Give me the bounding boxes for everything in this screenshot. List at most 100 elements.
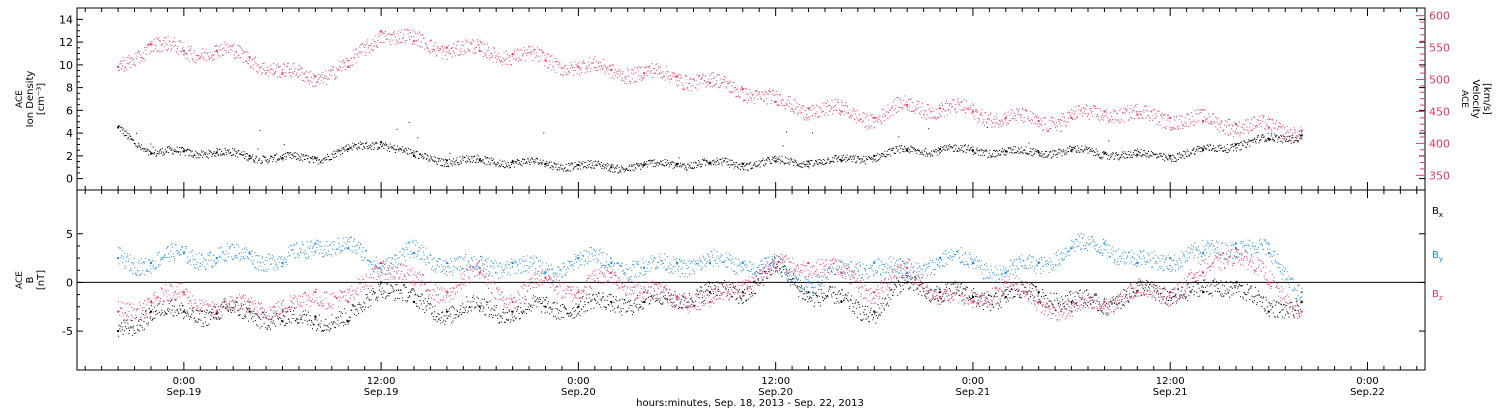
data-point bbox=[1049, 151, 1051, 153]
data-point bbox=[1218, 146, 1220, 148]
data-point bbox=[690, 162, 692, 164]
data-point bbox=[584, 166, 586, 168]
data-point bbox=[504, 58, 506, 60]
data-point bbox=[599, 69, 601, 71]
data-point bbox=[950, 146, 952, 148]
data-point bbox=[532, 295, 534, 297]
data-point bbox=[174, 41, 176, 43]
data-point bbox=[246, 62, 248, 64]
data-point bbox=[616, 77, 618, 79]
data-point bbox=[824, 102, 826, 104]
data-point bbox=[439, 318, 441, 320]
data-point bbox=[127, 137, 129, 139]
data-point bbox=[711, 162, 713, 164]
data-point bbox=[422, 308, 424, 310]
data-point bbox=[832, 107, 834, 109]
data-point bbox=[368, 52, 370, 54]
data-point bbox=[1148, 115, 1150, 117]
data-point bbox=[772, 157, 774, 159]
data-point bbox=[975, 109, 977, 111]
data-point bbox=[1187, 126, 1189, 128]
data-point bbox=[1020, 117, 1022, 119]
data-point bbox=[1142, 109, 1144, 111]
data-point bbox=[1143, 105, 1145, 107]
data-point bbox=[1076, 115, 1078, 117]
data-point bbox=[460, 163, 462, 165]
data-point bbox=[261, 326, 263, 328]
data-point bbox=[157, 50, 159, 52]
data-point bbox=[912, 110, 914, 112]
data-point bbox=[996, 117, 998, 119]
data-point bbox=[1036, 149, 1038, 151]
data-point bbox=[1090, 150, 1092, 152]
data-point bbox=[874, 155, 876, 157]
data-point bbox=[262, 155, 264, 157]
data-point bbox=[128, 333, 130, 335]
data-point bbox=[827, 114, 829, 116]
data-point bbox=[318, 325, 320, 327]
data-point bbox=[256, 70, 258, 72]
data-point bbox=[227, 311, 229, 313]
data-point bbox=[1003, 113, 1005, 115]
data-point bbox=[965, 112, 967, 114]
data-point bbox=[413, 40, 415, 43]
data-point bbox=[1146, 152, 1148, 154]
data-point bbox=[1261, 120, 1263, 122]
data-point bbox=[543, 132, 545, 134]
data-point bbox=[403, 33, 405, 35]
data-point bbox=[985, 149, 987, 151]
data-point bbox=[1297, 135, 1299, 137]
data-point bbox=[254, 161, 256, 163]
data-point bbox=[501, 64, 503, 66]
data-point bbox=[318, 77, 320, 79]
data-point bbox=[1012, 152, 1014, 154]
data-point bbox=[797, 165, 799, 167]
data-point bbox=[280, 73, 282, 75]
data-point bbox=[840, 161, 842, 163]
data-point bbox=[840, 100, 842, 102]
data-point bbox=[506, 58, 508, 60]
data-point bbox=[202, 48, 204, 50]
data-point bbox=[1176, 153, 1178, 155]
data-point bbox=[246, 159, 248, 161]
data-point bbox=[528, 309, 530, 311]
data-point bbox=[527, 306, 529, 308]
data-point bbox=[562, 67, 564, 69]
data-point bbox=[511, 310, 514, 313]
data-point bbox=[315, 157, 317, 159]
data-point bbox=[670, 78, 672, 80]
data-point bbox=[895, 146, 897, 148]
data-point bbox=[904, 145, 906, 147]
data-point bbox=[415, 151, 417, 153]
data-point bbox=[1094, 151, 1096, 153]
data-point bbox=[201, 325, 203, 327]
data-point bbox=[933, 110, 935, 112]
data-point bbox=[914, 112, 916, 114]
data-point bbox=[401, 297, 403, 299]
data-point bbox=[300, 316, 302, 318]
data-point bbox=[172, 40, 174, 42]
data-point bbox=[190, 151, 192, 153]
data-point bbox=[149, 317, 151, 319]
data-point bbox=[1041, 151, 1043, 153]
data-point bbox=[1275, 135, 1277, 137]
data-point bbox=[864, 163, 866, 165]
data-point bbox=[549, 64, 551, 66]
data-point bbox=[138, 144, 140, 146]
data-point bbox=[1059, 119, 1061, 121]
data-point bbox=[462, 306, 464, 308]
data-point bbox=[1000, 120, 1002, 122]
data-point bbox=[357, 146, 359, 148]
data-point bbox=[1054, 154, 1056, 156]
data-point bbox=[232, 154, 234, 156]
data-point bbox=[1087, 113, 1089, 115]
data-point bbox=[996, 155, 998, 157]
data-point bbox=[131, 60, 133, 62]
data-point bbox=[799, 163, 801, 165]
data-point bbox=[187, 149, 189, 151]
data-point bbox=[741, 86, 743, 88]
data-point bbox=[1262, 115, 1264, 117]
data-point bbox=[272, 63, 274, 65]
data-point bbox=[455, 44, 457, 46]
data-point bbox=[786, 131, 788, 133]
